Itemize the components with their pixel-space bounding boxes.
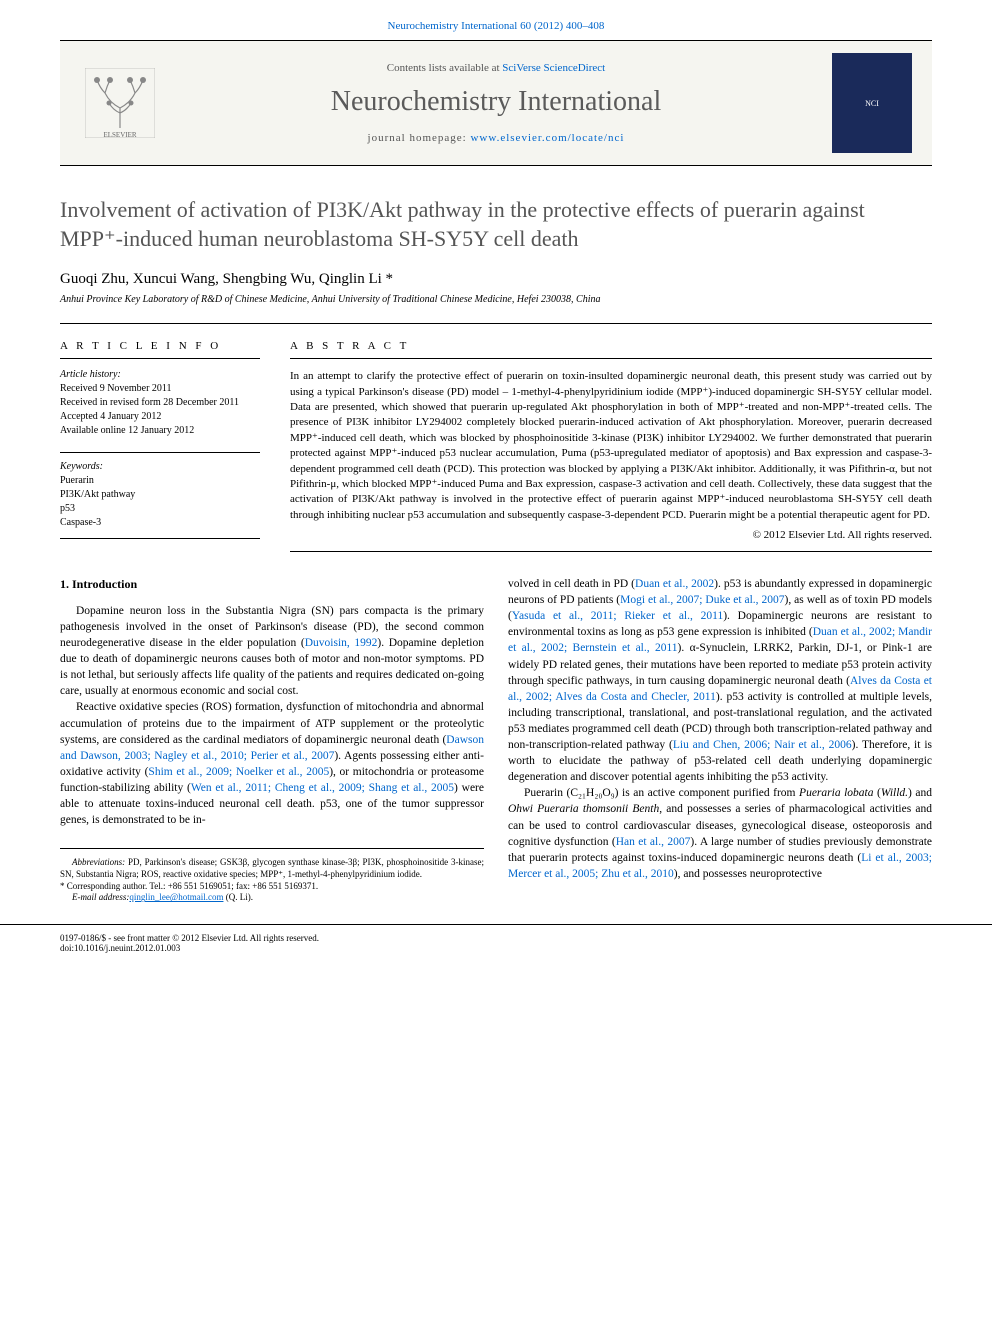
- main-text-columns: 1. Introduction Dopamine neuron loss in …: [60, 576, 932, 904]
- article-title: Involvement of activation of PI3K/Akt pa…: [60, 196, 932, 253]
- doi-line: doi:10.1016/j.neuint.2012.01.003: [60, 943, 932, 953]
- sciencedirect-link[interactable]: SciVerse ScienceDirect: [502, 62, 605, 74]
- keywords-label: Keywords:: [60, 452, 260, 472]
- masthead-center: Contents lists available at SciVerse Sci…: [160, 62, 832, 144]
- journal-masthead: ELSEVIER Contents lists available at Sci…: [60, 40, 932, 166]
- page-footer: 0197-0186/$ - see front matter © 2012 El…: [0, 924, 992, 961]
- keyword-2: PI3K/Akt pathway: [60, 488, 260, 502]
- right-column: volved in cell death in PD (Duan et al.,…: [508, 576, 932, 904]
- keyword-1: Puerarin: [60, 474, 260, 488]
- intro-para-1: Dopamine neuron loss in the Substantia N…: [60, 603, 484, 700]
- journal-homepage-link[interactable]: www.elsevier.com/locate/nci: [470, 132, 624, 144]
- svg-text:ELSEVIER: ELSEVIER: [103, 131, 136, 138]
- keyword-4: Caspase-3: [60, 516, 260, 539]
- affiliation-line: Anhui Province Key Laboratory of R&D of …: [60, 294, 932, 305]
- article-info-block: A R T I C L E I N F O Article history: R…: [60, 340, 260, 552]
- authors-line: Guoqi Zhu, Xuncui Wang, Shengbing Wu, Qi…: [60, 271, 932, 288]
- section-1-heading: 1. Introduction: [60, 576, 484, 593]
- info-abstract-row: A R T I C L E I N F O Article history: R…: [60, 323, 932, 552]
- elsevier-logo: ELSEVIER: [80, 63, 160, 143]
- abstract-heading: A B S T R A C T: [290, 340, 932, 359]
- online-date: Available online 12 January 2012: [60, 424, 260, 438]
- keyword-3: p53: [60, 502, 260, 516]
- accepted-date: Accepted 4 January 2012: [60, 410, 260, 424]
- journal-name: Neurochemistry International: [160, 86, 832, 118]
- issn-line: 0197-0186/$ - see front matter © 2012 El…: [60, 933, 932, 943]
- corresponding-author: * Corresponding author. Tel.: +86 551 51…: [60, 881, 484, 893]
- abstract-copyright: © 2012 Elsevier Ltd. All rights reserved…: [290, 529, 932, 541]
- email-line: E-mail address: qinglin_lee@hotmail.com …: [60, 892, 484, 904]
- keywords-block: Keywords: Puerarin PI3K/Akt pathway p53 …: [60, 452, 260, 539]
- intro-para-2: Reactive oxidative species (ROS) formati…: [60, 699, 484, 828]
- article-body: Involvement of activation of PI3K/Akt pa…: [0, 166, 992, 924]
- footer-left: 0197-0186/$ - see front matter © 2012 El…: [60, 933, 932, 953]
- intro-para-3: volved in cell death in PD (Duan et al.,…: [508, 576, 932, 785]
- journal-cover-thumbnail: NCI: [832, 53, 912, 153]
- elsevier-tree-icon: ELSEVIER: [85, 68, 155, 138]
- abstract-text: In an attempt to clarify the protective …: [290, 369, 932, 523]
- citation-text: Neurochemistry International 60 (2012) 4…: [388, 20, 605, 32]
- revised-date: Received in revised form 28 December 201…: [60, 396, 260, 410]
- intro-para-4: Puerarin (C₂₁H₂₀O₉) is an active compone…: [508, 785, 932, 882]
- abstract-block: A B S T R A C T In an attempt to clarify…: [290, 340, 932, 552]
- abbreviations-text: Abbreviations: PD, Parkinson's disease; …: [60, 857, 484, 880]
- page-citation-header: Neurochemistry International 60 (2012) 4…: [0, 0, 992, 40]
- abbreviations-block: Abbreviations: PD, Parkinson's disease; …: [60, 848, 484, 904]
- corresponding-email-link[interactable]: qinglin_lee@hotmail.com: [129, 892, 223, 902]
- journal-homepage-line: journal homepage: www.elsevier.com/locat…: [160, 132, 832, 144]
- article-history-label: Article history:: [60, 369, 260, 380]
- contents-available-line: Contents lists available at SciVerse Sci…: [160, 62, 832, 74]
- article-info-heading: A R T I C L E I N F O: [60, 340, 260, 359]
- left-column: 1. Introduction Dopamine neuron loss in …: [60, 576, 484, 904]
- received-date: Received 9 November 2011: [60, 382, 260, 396]
